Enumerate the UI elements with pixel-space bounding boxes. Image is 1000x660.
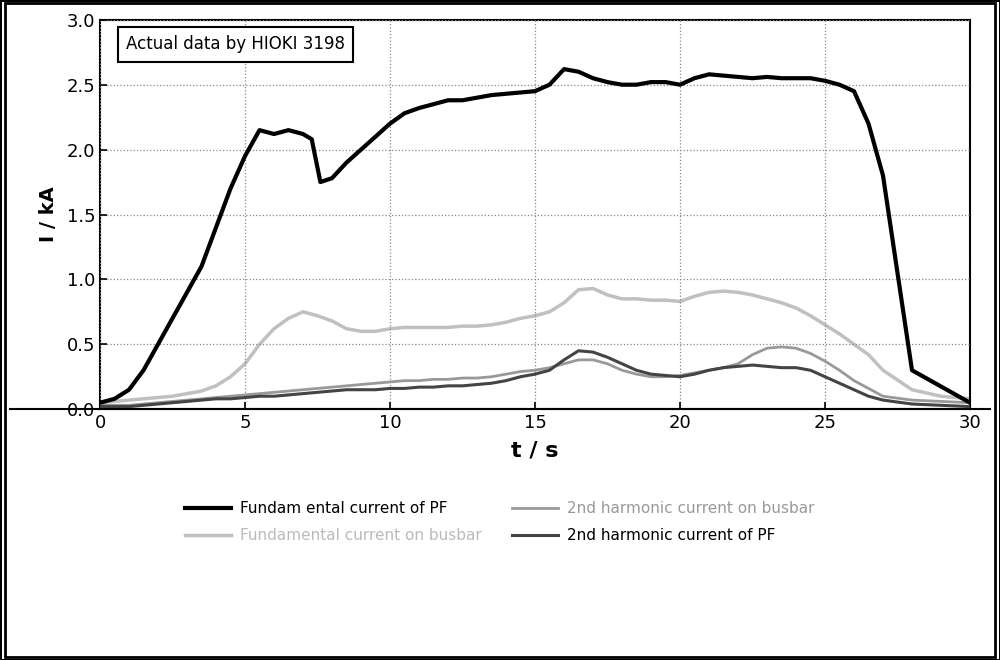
X-axis label: t / s: t / s [511, 440, 559, 461]
Y-axis label: I / kA: I / kA [39, 187, 58, 242]
Legend: Fundam ental current of PF, Fundamental current on busbar, 2nd harmonic current : Fundam ental current of PF, Fundamental … [179, 495, 821, 549]
Text: Actual data by HIOKI 3198: Actual data by HIOKI 3198 [126, 36, 345, 53]
